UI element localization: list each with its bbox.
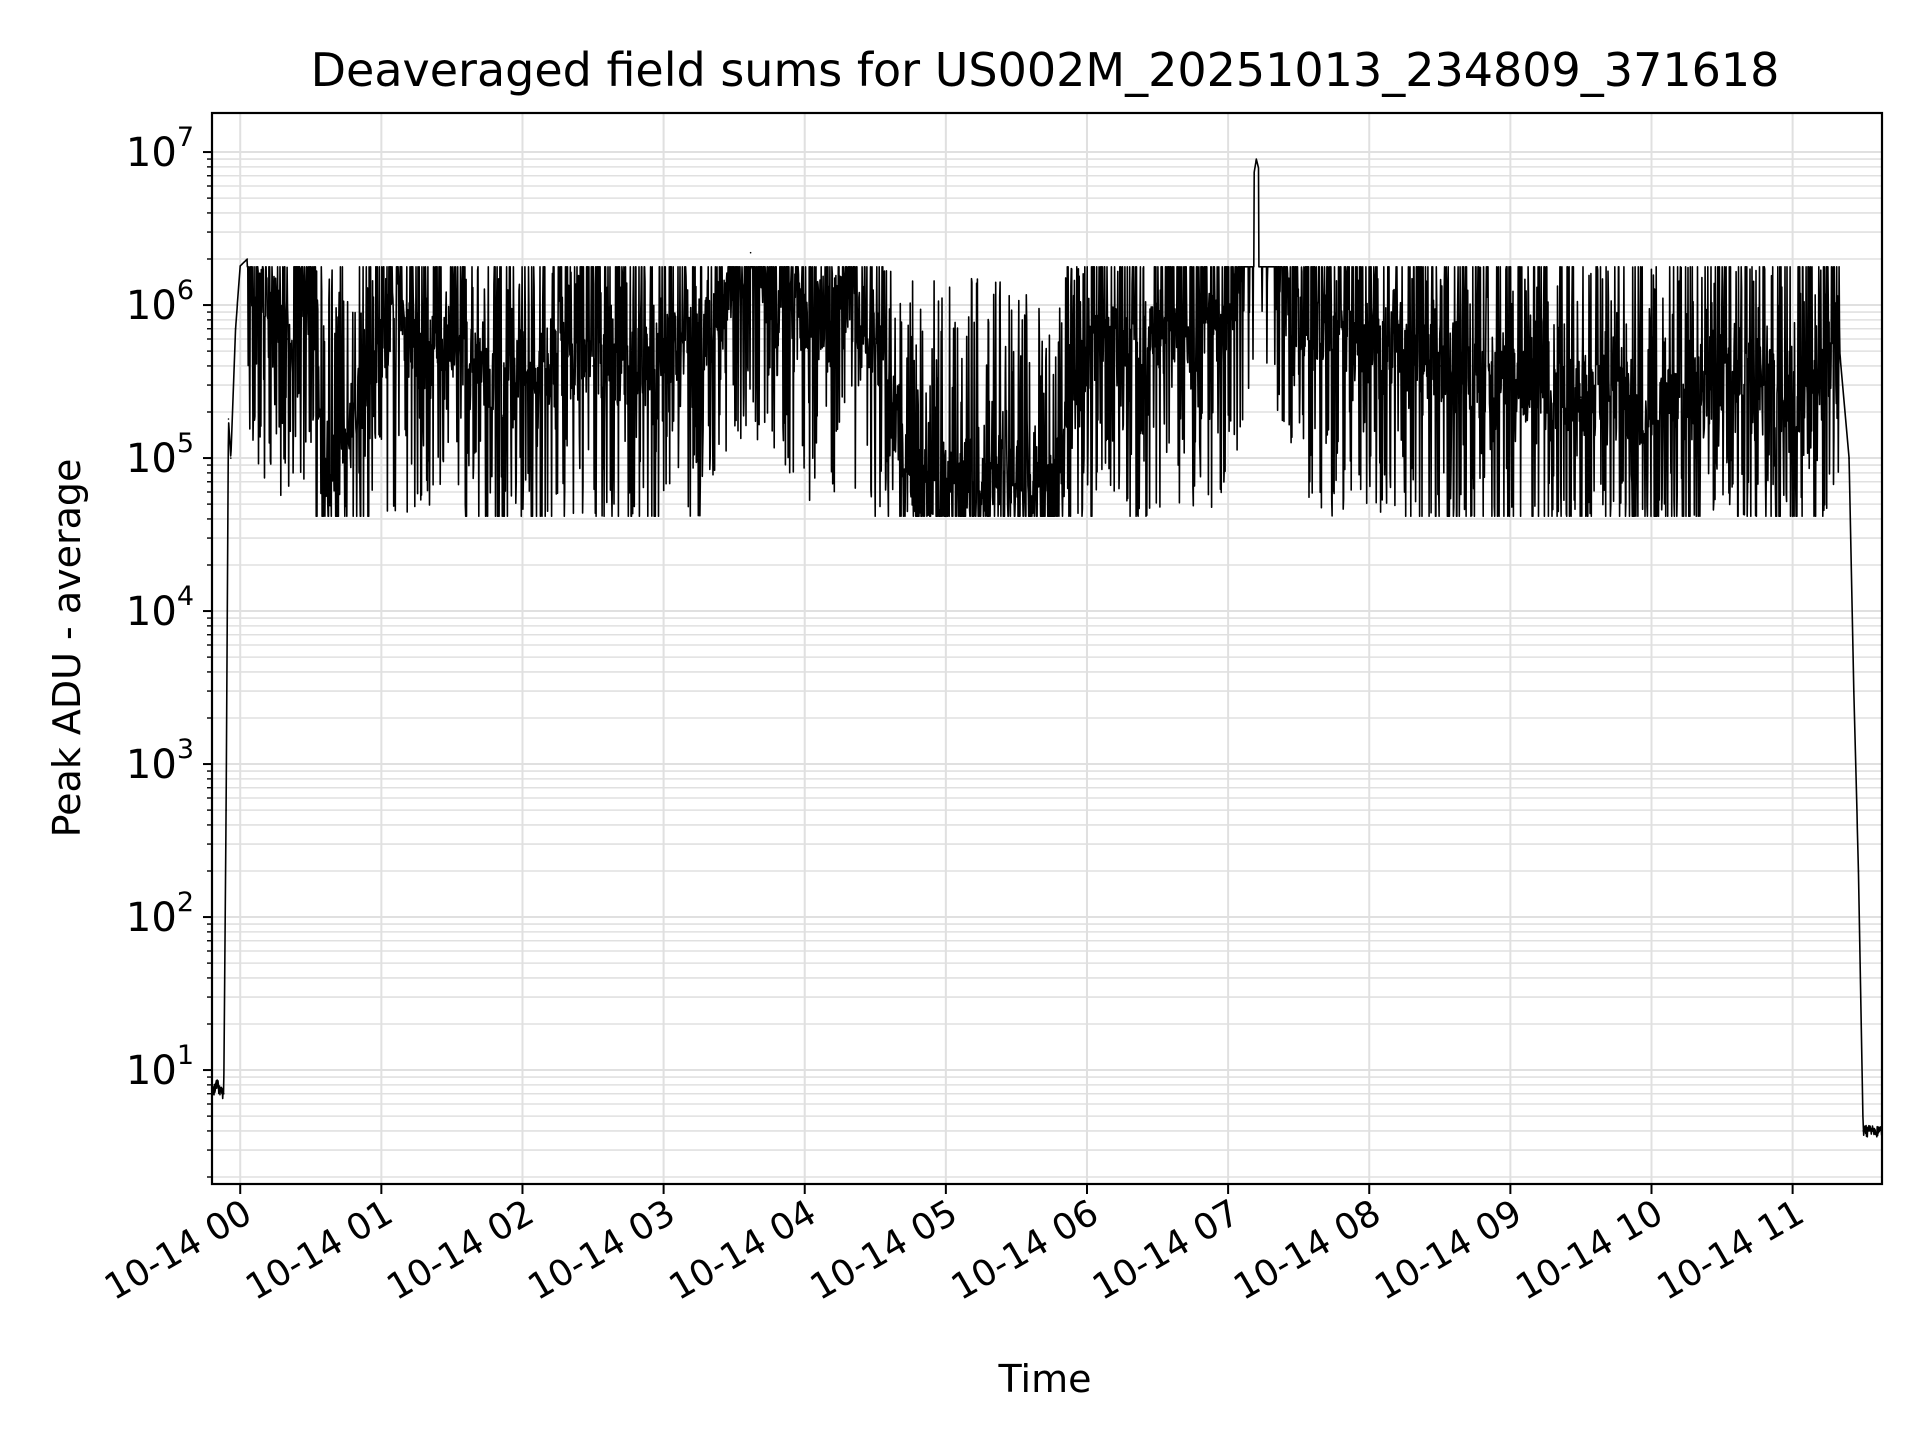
data-point [1756,374,1759,376]
data-point [1580,396,1582,399]
data-point [234,328,237,330]
data-point [415,328,418,330]
y-tick-label: 106 [126,275,194,329]
y-tick-base: 10 [126,895,177,941]
y-axis-label: Peak ADU - average [45,459,89,838]
y-tick-base: 10 [126,589,177,635]
data-point [246,258,249,260]
data-point [227,418,230,420]
data-point [1439,365,1441,367]
data-point [1815,365,1817,367]
data-point [1086,350,1088,352]
data-point [1874,1130,1876,1132]
data-point [521,365,524,367]
y-tick-label: 101 [126,1040,194,1094]
data-point [1721,384,1723,386]
y-tick-exponent: 1 [177,1040,194,1071]
series-line [211,159,1883,1138]
data-point [1650,411,1653,413]
data-point [310,277,312,279]
data-point [286,338,289,340]
data-point [1862,1130,1864,1132]
y-tick-label: 104 [126,581,194,635]
data-point [1255,158,1258,160]
data-point [1791,411,1794,413]
data-point [274,304,277,306]
data-point [992,472,994,474]
x-axis-label: Time [998,1357,1092,1401]
data-point [1227,328,1229,330]
data-point [945,481,947,483]
data-point [851,304,853,306]
plot-frame [210,111,1884,1186]
data-point [874,338,877,340]
data-point [909,472,912,474]
data-point [215,1084,218,1086]
data-point [1368,338,1370,340]
data-point [1853,690,1855,692]
data-point [1050,491,1053,493]
y-tick-exponent: 4 [177,581,194,612]
chart-title: Deaveraged field sums for US002M_2025101… [311,43,1780,97]
y-tick-label: 107 [126,122,194,176]
data-point [592,365,594,367]
data-point [486,384,489,386]
y-tick-label: 103 [126,734,194,788]
data-point [1848,457,1850,459]
y-tick-exponent: 5 [177,428,194,459]
y-tick-exponent: 6 [177,275,194,306]
y-tick-base: 10 [126,283,177,329]
data-point [225,809,227,811]
data-point [1509,384,1512,386]
data-point [1857,870,1860,872]
data-point [380,338,383,340]
data-point [1827,338,1829,340]
data-point [662,350,665,352]
y-tick-base: 10 [126,742,177,788]
y-tick-exponent: 3 [177,734,194,765]
y-tick-exponent: 7 [177,122,194,153]
data-point [239,265,241,267]
y-tick-label: 105 [126,428,194,482]
data-point [230,457,232,459]
y-tick-base: 10 [126,436,177,482]
y-tick-label: 102 [126,887,194,941]
data-point [333,464,336,466]
y-tick-base: 10 [126,1048,177,1094]
data-point [223,1093,225,1095]
y-tick-base: 10 [126,130,177,176]
data-point [803,319,806,321]
data-point [258,304,260,306]
y-tick-exponent: 2 [177,887,194,918]
data-point [1838,350,1841,352]
data-point [749,251,752,254]
data-point [451,338,453,340]
data-point [709,328,712,330]
data-point [1156,338,1159,340]
data-point [321,472,324,474]
series-layer [211,158,1883,1138]
data-point [1297,328,1300,330]
